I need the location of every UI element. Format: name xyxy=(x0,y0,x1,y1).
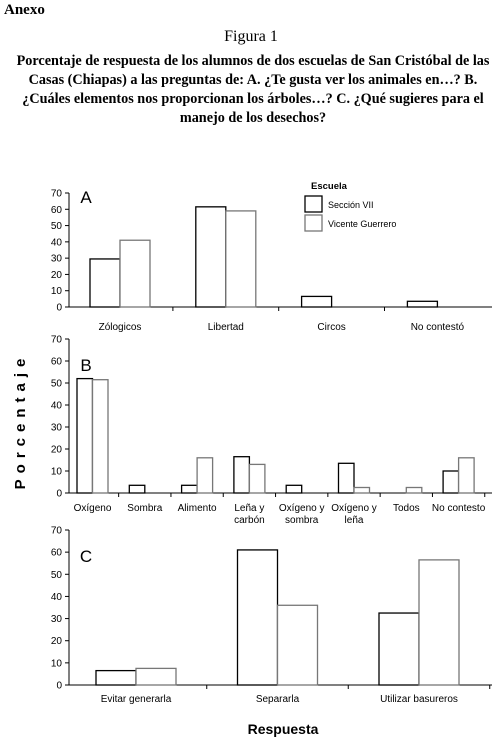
x-axis-label: Respuesta xyxy=(248,721,319,737)
bar-seccion-vii-separarla xyxy=(236,549,279,686)
chart-panel-b: 0 10 20 30 40 50 60 70 B Oxígeno Sombra Alimento Leñ… xyxy=(51,335,492,526)
y-tick-label: 0 xyxy=(56,489,62,500)
category-label-line: Leña y xyxy=(234,503,264,514)
y-tick-label: 30 xyxy=(51,254,63,265)
category-label-no-contesto: No contestó xyxy=(411,322,465,333)
panel-letter-a: A xyxy=(80,188,92,207)
category-label-line: leña xyxy=(345,515,364,526)
y-tick-label: 10 xyxy=(51,467,63,478)
y-tick-label: 50 xyxy=(51,570,63,581)
bar-seccion-vii-zologicos xyxy=(89,258,121,308)
category-label-line: sombra xyxy=(285,515,319,526)
bar-seccion-vii-no-contesto xyxy=(442,470,460,494)
bar-vicente-guerrero-utilizar-basureros xyxy=(418,559,460,686)
y-axis-label: Porcentaje xyxy=(12,353,29,490)
bar-vicente-guerrero-oxigeno-y-lena xyxy=(353,486,371,494)
category-label-zologicos: Zólogicos xyxy=(99,322,142,333)
bar-vicente-guerrero-separarla xyxy=(276,604,319,686)
category-label-sombra: Sombra xyxy=(127,503,162,514)
category-label-line: Oxígeno y xyxy=(279,503,325,514)
y-tick-label: 50 xyxy=(51,379,63,390)
bar-vicente-guerrero-oxigeno xyxy=(91,379,109,494)
bar-seccion-vii-sombra xyxy=(128,484,146,494)
panel-letter-b: B xyxy=(80,356,91,375)
legend-item-seccion-vii: Sección VII xyxy=(328,200,374,210)
y-tick-label: 10 xyxy=(51,658,63,669)
y-tick-label: 40 xyxy=(51,592,63,603)
y-tick-label: 60 xyxy=(51,357,63,368)
category-label-alimento: Alimento xyxy=(178,503,217,514)
y-tick-label: 40 xyxy=(51,401,63,412)
y-tick-label: 70 xyxy=(51,335,63,346)
category-label-circos: Circos xyxy=(317,322,345,333)
chart-panel-c: 0 10 20 30 40 50 60 70 C Evitar generarla Separarl… xyxy=(51,526,492,705)
y-tick-label: 20 xyxy=(51,270,63,281)
bar-vicente-guerrero-alimento xyxy=(196,457,214,494)
y-tick-label: 30 xyxy=(51,423,63,434)
bar-seccion-vii-oxigeno xyxy=(76,377,94,494)
y-tick-label: 70 xyxy=(51,526,63,537)
category-label-line: Oxígeno y xyxy=(331,503,377,514)
y-tick-label: 20 xyxy=(51,636,63,647)
bar-seccion-vii-no-contesto xyxy=(406,300,439,308)
legend-swatch-seccion-vii xyxy=(304,195,323,213)
y-tick-label: 70 xyxy=(51,189,63,200)
category-label-no-contesto: No contesto xyxy=(432,503,486,514)
bar-seccion-vii-circos xyxy=(300,295,333,308)
y-tick-label: 0 xyxy=(56,303,62,314)
category-label-todos: Todos xyxy=(393,503,420,514)
bar-seccion-vii-oxigeno-y-lena xyxy=(337,462,355,494)
legend-title: Escuela xyxy=(311,181,348,192)
legend-swatch-vicente-guerrero xyxy=(304,214,323,232)
category-label-line: carbón xyxy=(234,515,265,526)
panel-letter-c: C xyxy=(80,547,92,566)
y-tick-label: 20 xyxy=(51,445,63,456)
legend: Escuela Sección VII Vicente Guerrero xyxy=(304,181,396,232)
y-tick-label: 50 xyxy=(51,221,63,232)
bar-seccion-vii-utilizar-basureros xyxy=(378,612,420,686)
bar-vicente-guerrero-no-contesto xyxy=(457,457,475,494)
bar-vicente-guerrero-libertad xyxy=(225,210,257,308)
y-tick-label: 10 xyxy=(51,286,63,297)
y-tick-label: 0 xyxy=(56,681,62,692)
bar-seccion-vii-lena-y-carbon xyxy=(233,456,251,494)
y-tick-label: 30 xyxy=(51,614,63,625)
chart-panel-a: 0 10 20 30 40 50 60 70 A Zólogicos Libertad Circos N… xyxy=(51,188,492,333)
annex-label: Anexo xyxy=(4,2,45,18)
figure-number: Figura 1 xyxy=(224,28,278,45)
bar-vicente-guerrero-lena-y-carbon xyxy=(248,463,266,494)
y-tick-label: 40 xyxy=(51,237,63,248)
category-label-separarla: Separarla xyxy=(256,694,300,705)
bar-seccion-vii-evitar-generarla xyxy=(95,669,137,686)
category-label-oxigeno: Oxígeno xyxy=(74,503,112,514)
legend-item-vicente-guerrero: Vicente Guerrero xyxy=(328,219,396,229)
category-label-oxigeno-y-lena: Oxígeno y leña xyxy=(331,503,377,526)
category-label-libertad: Libertad xyxy=(208,322,244,333)
chart-panels: 0 10 20 30 40 50 60 70 A Zólogicos Libertad Circos N… xyxy=(51,188,492,705)
category-label-oxigeno-y-sombra: Oxígeno y sombra xyxy=(279,503,325,526)
y-tick-label: 60 xyxy=(51,548,63,559)
figure-caption: Porcentaje de respuesta de los alumnos d… xyxy=(16,53,490,126)
category-label-utilizar-basureros: Utilizar basureros xyxy=(380,694,458,705)
category-label-lena-y-carbon: Leña y carbón xyxy=(234,503,265,526)
bar-vicente-guerrero-zologicos xyxy=(119,239,151,308)
y-tick-label: 60 xyxy=(51,205,63,216)
bar-vicente-guerrero-todos xyxy=(405,486,423,494)
bar-seccion-vii-alimento xyxy=(180,484,198,494)
bar-vicente-guerrero-evitar-generarla xyxy=(135,667,177,686)
bar-seccion-vii-libertad xyxy=(195,206,227,308)
category-label-evitar-generarla: Evitar generarla xyxy=(101,694,172,705)
bar-seccion-vii-oxigeno-y-sombra xyxy=(285,484,303,494)
